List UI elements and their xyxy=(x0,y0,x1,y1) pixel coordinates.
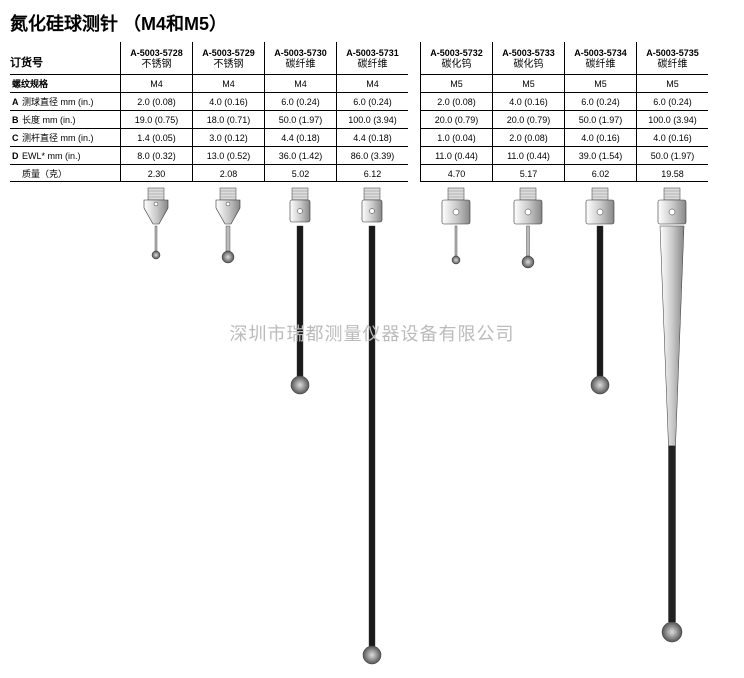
D-cell: 11.0 (0.44) xyxy=(421,146,492,164)
row-D-label: DEWL* mm (in.) xyxy=(10,146,120,164)
D-cell: 13.0 (0.52) xyxy=(193,146,264,164)
row-A-label: A测球直径 mm (in.) xyxy=(10,92,120,110)
A-cell: 2.0 (0.08) xyxy=(421,92,492,110)
row-B-label: B长度 mm (in.) xyxy=(10,110,120,128)
C-cell: 1.4 (0.05) xyxy=(121,128,192,146)
B-cell: 50.0 (1.97) xyxy=(565,110,636,128)
mass-cell: 5.02 xyxy=(265,164,336,182)
page-title: 氮化硅球测针 （M4和M5） xyxy=(10,10,734,36)
mass-cell: 6.02 xyxy=(565,164,636,182)
A-cell: 4.0 (0.16) xyxy=(193,92,264,110)
B-cell: 19.0 (0.75) xyxy=(121,110,192,128)
mass-cell: 2.30 xyxy=(121,164,192,182)
part-number: A-5003-5734 xyxy=(574,47,627,59)
spec-column: A-5003-5728不锈钢 M4 2.0 (0.08) 19.0 (0.75)… xyxy=(120,42,192,182)
B-cell: 100.0 (3.94) xyxy=(637,110,708,128)
mass-cell: 4.70 xyxy=(421,164,492,182)
stylus-image xyxy=(120,186,192,668)
stylus-image xyxy=(492,186,564,668)
row-A-text: 测球直径 mm (in.) xyxy=(22,97,94,107)
material: 碳纤维 xyxy=(346,59,399,71)
B-cell: 50.0 (1.97) xyxy=(265,110,336,128)
D-cell: 39.0 (1.54) xyxy=(565,146,636,164)
A-cell: 6.0 (0.24) xyxy=(265,92,336,110)
A-cell: 2.0 (0.08) xyxy=(121,92,192,110)
spec-column: A-5003-5730碳纤维 M4 6.0 (0.24) 50.0 (1.97)… xyxy=(264,42,336,182)
thread-label: 螺纹规格 xyxy=(10,74,120,92)
stylus-image xyxy=(636,186,708,668)
A-cell: 6.0 (0.24) xyxy=(337,92,408,110)
thread-cell: M4 xyxy=(121,74,192,92)
stylus-image xyxy=(564,186,636,668)
part-number: A-5003-5732 xyxy=(430,47,483,59)
D-cell: 8.0 (0.32) xyxy=(121,146,192,164)
part-number: A-5003-5729 xyxy=(202,47,255,59)
part-number: A-5003-5730 xyxy=(274,47,327,59)
B-cell: 18.0 (0.71) xyxy=(193,110,264,128)
C-cell: 4.4 (0.18) xyxy=(265,128,336,146)
B-cell: 100.0 (3.94) xyxy=(337,110,408,128)
D-cell: 50.0 (1.97) xyxy=(637,146,708,164)
B-cell: 20.0 (0.79) xyxy=(421,110,492,128)
mass-cell: 19.58 xyxy=(637,164,708,182)
thread-cell: M4 xyxy=(193,74,264,92)
C-cell: 2.0 (0.08) xyxy=(493,128,564,146)
thread-cell: M5 xyxy=(493,74,564,92)
thread-cell: M4 xyxy=(265,74,336,92)
part-number: A-5003-5728 xyxy=(130,47,183,59)
stylus-image xyxy=(192,186,264,668)
mass-cell: 2.08 xyxy=(193,164,264,182)
part-number: A-5003-5735 xyxy=(646,47,699,59)
material: 不锈钢 xyxy=(202,59,255,71)
A-cell: 6.0 (0.24) xyxy=(637,92,708,110)
A-cell: 4.0 (0.16) xyxy=(493,92,564,110)
row-C-text: 测杆直径 mm (in.) xyxy=(22,133,94,143)
stylus-illustrations xyxy=(10,186,734,668)
spec-table: 订货号 螺纹规格 A测球直径 mm (in.) B长度 mm (in.) C测杆… xyxy=(10,42,734,182)
spec-column: A-5003-5733碳化钨 M5 4.0 (0.16) 20.0 (0.79)… xyxy=(492,42,564,182)
stylus-image xyxy=(420,186,492,668)
material: 碳化钨 xyxy=(430,59,483,71)
material: 不锈钢 xyxy=(130,59,183,71)
thread-cell: M5 xyxy=(637,74,708,92)
thread-cell: M5 xyxy=(565,74,636,92)
row-C-label: C测杆直径 mm (in.) xyxy=(10,128,120,146)
spec-column: A-5003-5729不锈钢 M4 4.0 (0.16) 18.0 (0.71)… xyxy=(192,42,264,182)
C-cell: 3.0 (0.12) xyxy=(193,128,264,146)
A-cell: 6.0 (0.24) xyxy=(565,92,636,110)
spec-column: A-5003-5735碳纤维 M5 6.0 (0.24) 100.0 (3.94… xyxy=(636,42,708,182)
mass-cell: 5.17 xyxy=(493,164,564,182)
D-cell: 11.0 (0.44) xyxy=(493,146,564,164)
part-number: A-5003-5731 xyxy=(346,47,399,59)
stylus-image xyxy=(264,186,336,668)
material: 碳纤维 xyxy=(574,59,627,71)
row-mass-label: 质量（克） xyxy=(10,164,120,182)
C-cell: 1.0 (0.04) xyxy=(421,128,492,146)
row-D-text: EWL* mm (in.) xyxy=(22,151,81,161)
row-labels-column: 订货号 螺纹规格 A测球直径 mm (in.) B长度 mm (in.) C测杆… xyxy=(10,42,120,182)
stylus-image xyxy=(336,186,408,668)
row-B-text: 长度 mm (in.) xyxy=(22,115,76,125)
mass-cell: 6.12 xyxy=(337,164,408,182)
spec-column: A-5003-5734碳纤维 M5 6.0 (0.24) 50.0 (1.97)… xyxy=(564,42,636,182)
thread-cell: M4 xyxy=(337,74,408,92)
order-number-label: 订货号 xyxy=(10,42,120,74)
material: 碳纤维 xyxy=(646,59,699,71)
B-cell: 20.0 (0.79) xyxy=(493,110,564,128)
material: 碳纤维 xyxy=(274,59,327,71)
D-cell: 36.0 (1.42) xyxy=(265,146,336,164)
spec-column: A-5003-5731碳纤维 M4 6.0 (0.24) 100.0 (3.94… xyxy=(336,42,408,182)
thread-cell: M5 xyxy=(421,74,492,92)
C-cell: 4.4 (0.18) xyxy=(337,128,408,146)
row-mass-text: 质量（克） xyxy=(22,169,67,179)
spec-column: A-5003-5732碳化钨 M5 2.0 (0.08) 20.0 (0.79)… xyxy=(420,42,492,182)
part-number: A-5003-5733 xyxy=(502,47,555,59)
C-cell: 4.0 (0.16) xyxy=(637,128,708,146)
C-cell: 4.0 (0.16) xyxy=(565,128,636,146)
material: 碳化钨 xyxy=(502,59,555,71)
D-cell: 86.0 (3.39) xyxy=(337,146,408,164)
